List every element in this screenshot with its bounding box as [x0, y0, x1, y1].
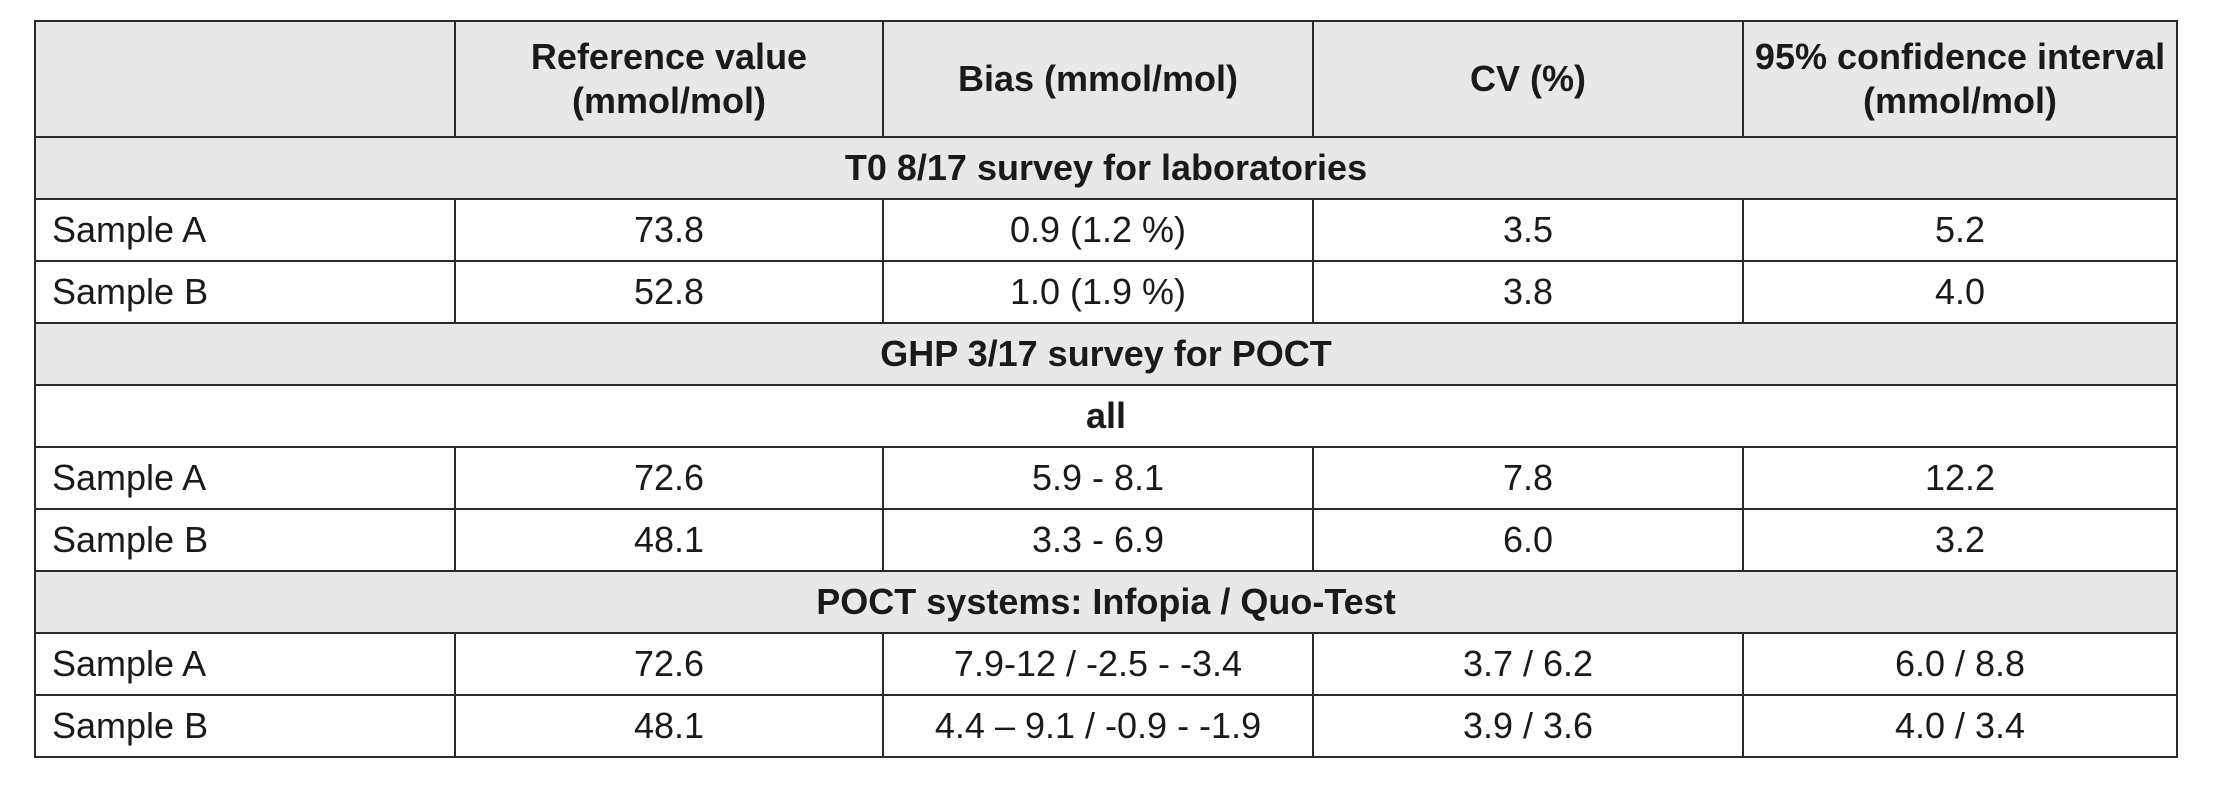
cell-reference-value: 73.8 [454, 198, 884, 262]
column-header-bias: Bias (mmol/mol) [882, 20, 1314, 138]
row-label: Sample B [34, 508, 456, 572]
section-header-row: POCT systems: Infopia / Quo-Test [34, 570, 2178, 634]
table-row: Sample A 72.6 5.9 - 8.1 7.8 12.2 [34, 446, 2178, 510]
cell-cv: 3.5 [1312, 198, 1744, 262]
row-label: Sample B [34, 694, 456, 758]
table-row: Sample A 73.8 0.9 (1.2 %) 3.5 5.2 [34, 198, 2178, 262]
section-header-row: GHP 3/17 survey for POCT [34, 322, 2178, 386]
cell-reference-value: 48.1 [454, 508, 884, 572]
cell-bias: 5.9 - 8.1 [882, 446, 1314, 510]
cell-reference-value: 72.6 [454, 446, 884, 510]
cell-confidence-interval: 4.0 / 3.4 [1742, 694, 2178, 758]
column-header-label [34, 20, 456, 138]
cell-bias: 1.0 (1.9 %) [882, 260, 1314, 324]
cell-bias: 0.9 (1.2 %) [882, 198, 1314, 262]
section-header-row: T0 8/17 survey for laboratories [34, 136, 2178, 200]
cell-confidence-interval: 12.2 [1742, 446, 2178, 510]
table-header: Reference value (mmol/mol) Bias (mmol/mo… [34, 20, 2178, 138]
cell-reference-value: 52.8 [454, 260, 884, 324]
column-header-reference-value: Reference value (mmol/mol) [454, 20, 884, 138]
cell-cv: 3.8 [1312, 260, 1744, 324]
cell-confidence-interval: 6.0 / 8.8 [1742, 632, 2178, 696]
cell-bias: 7.9-12 / -2.5 - -3.4 [882, 632, 1314, 696]
cell-reference-value: 48.1 [454, 694, 884, 758]
row-label: Sample A [34, 446, 456, 510]
header-row: Reference value (mmol/mol) Bias (mmol/mo… [34, 20, 2178, 138]
cell-confidence-interval: 5.2 [1742, 198, 2178, 262]
cell-cv: 7.8 [1312, 446, 1744, 510]
table-row: Sample B 48.1 3.3 - 6.9 6.0 3.2 [34, 508, 2178, 572]
row-label: Sample A [34, 198, 456, 262]
table-body: T0 8/17 survey for laboratories Sample A… [34, 136, 2178, 758]
results-table: Reference value (mmol/mol) Bias (mmol/mo… [34, 20, 2178, 758]
cell-bias: 4.4 – 9.1 / -0.9 - -1.9 [882, 694, 1314, 758]
table-row: Sample A 72.6 7.9-12 / -2.5 - -3.4 3.7 /… [34, 632, 2178, 696]
table-row: Sample B 48.1 4.4 – 9.1 / -0.9 - -1.9 3.… [34, 694, 2178, 758]
cell-bias: 3.3 - 6.9 [882, 508, 1314, 572]
section-title: GHP 3/17 survey for POCT [34, 322, 2178, 386]
cell-confidence-interval: 3.2 [1742, 508, 2178, 572]
cell-cv: 3.9 / 3.6 [1312, 694, 1744, 758]
column-header-confidence-interval: 95% confidence interval (mmol/mol) [1742, 20, 2178, 138]
row-label: Sample A [34, 632, 456, 696]
cell-cv: 6.0 [1312, 508, 1744, 572]
cell-confidence-interval: 4.0 [1742, 260, 2178, 324]
subsection-header-row: all [34, 384, 2178, 448]
cell-reference-value: 72.6 [454, 632, 884, 696]
row-label: Sample B [34, 260, 456, 324]
section-title: POCT systems: Infopia / Quo-Test [34, 570, 2178, 634]
table-row: Sample B 52.8 1.0 (1.9 %) 3.8 4.0 [34, 260, 2178, 324]
subsection-title: all [34, 384, 2178, 448]
section-title: T0 8/17 survey for laboratories [34, 136, 2178, 200]
column-header-cv: CV (%) [1312, 20, 1744, 138]
cell-cv: 3.7 / 6.2 [1312, 632, 1744, 696]
